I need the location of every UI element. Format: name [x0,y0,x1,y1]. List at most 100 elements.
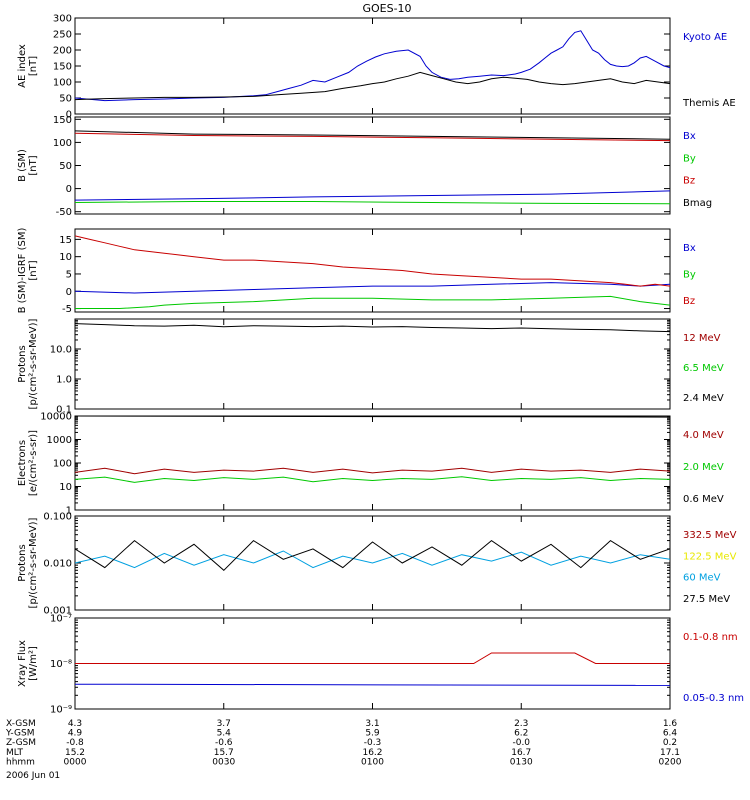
legend-entry: 6.5 MeV [683,363,724,374]
y-tick-label: 5 [66,269,72,280]
y-tick-label: 50 [59,161,72,172]
x-axis-value: 15.2 [65,748,85,758]
panel-electrons: 1 10 100 1000 10000 Electrons [e/(cm²-s-sr)] 4.… [17,412,724,517]
series-line-60-mev [75,550,670,569]
legend-entry: Bmag [683,198,712,209]
y-tick-label: 10.0 [50,345,72,356]
x-axis-value: 17.1 [660,748,680,758]
figure-title: GOES-10 [362,2,411,15]
x-axis-row-label: hhmm [6,757,35,767]
panel-frame [74,415,671,511]
y-axis-label: Electrons [17,440,28,486]
x-axis-value: 0030 [212,757,235,767]
panel-bdiff: -5 0 5 10 15 B (SM)-IGRF (SM) [nT] Bx By Bz [17,228,696,316]
legend-entry: Bz [683,176,695,187]
legend-entry: 60 MeV [683,573,721,584]
legend-entry: Bx [683,243,696,254]
series-line-themis-ae [75,71,670,101]
y-tick-label: 1.0 [56,375,72,386]
y-axis-label: B (SM) [17,149,28,182]
legend-entry: By [683,270,696,281]
panel-ae: 0 50 100 150 200 250 300 AE index [nT] Kyoto AE Th… [17,14,736,121]
series-line-0-6-mev [75,416,670,418]
x-axis-value: 0130 [510,757,533,767]
legend-entry: 2.0 MeV [683,462,724,473]
y-axis-label: Protons [17,544,28,581]
x-axis-value: -0.6 [215,738,233,748]
y-tick-label: 0.001 [43,606,72,617]
y-tick-label: 100 [53,459,72,470]
x-axis-value: -0.0 [512,738,530,748]
legend-entry: 0.6 MeV [683,494,724,505]
y-tick-label: 0 [66,287,72,298]
series-line-bz [75,235,670,287]
y-tick-label: 1 [66,506,72,517]
y-tick-label: 300 [53,14,72,25]
series-line-27-5-mev [75,539,670,571]
panel-frame [74,17,671,115]
y-axis-label: Xray Flux [17,640,28,687]
y-axis-label: [e/(cm²-s-sr)] [28,430,39,496]
y-tick-label: 10⁻⁷ [50,614,72,625]
y-tick-label: 10000 [40,412,72,423]
y-tick-label: 0.1 [56,405,72,416]
series-line-bx [75,190,670,201]
panel-frame [74,228,671,313]
legend-entry: 332.5 MeV [683,530,737,541]
y-tick-label: 0 [66,110,72,121]
x-axis-value: 6.4 [663,729,678,739]
x-axis-value: -0.3 [364,738,382,748]
x-axis-value: 0200 [659,757,682,767]
legend-entry: Bx [683,131,696,142]
x-axis-value: 3.7 [217,719,231,729]
x-axis-value: 1.6 [663,719,678,729]
series-line-kyoto-ae [75,30,670,102]
x-axis-value: 16.7 [511,748,531,758]
y-tick-label: 0.100 [43,512,72,523]
series-line-by [75,295,670,309]
x-axis-value: 5.9 [365,729,380,739]
legend-entry: Bz [683,296,695,307]
y-tick-label: 10 [59,482,72,493]
y-tick-label: 0.010 [43,559,72,570]
y-tick-label: -5 [62,304,72,315]
x-axis-value: 6.2 [514,729,528,739]
y-tick-label: 15 [59,235,72,246]
y-axis-label: Protons [17,345,28,382]
series-line-2-0-mev [75,476,670,483]
y-axis-label: [p/(cm²-s-sr-MeV)] [28,517,39,608]
y-tick-label: 50 [59,94,72,105]
y-tick-label: 100 [53,138,72,149]
x-axis-row-label: Z-GSM [6,738,36,748]
y-tick-label: 150 [53,115,72,126]
series-line-0-1-0-8-nm [75,652,670,664]
y-tick-label: 100 [53,78,72,89]
legend-entry: Themis AE [682,98,736,109]
y-tick-label: 250 [53,30,72,41]
panel-bsm: -50 0 50 100 150 B (SM) [nT] Bx By Bz Bmag [17,115,712,218]
y-tick-label: -50 [56,207,72,218]
x-axis-value: 3.1 [365,719,379,729]
y-axis-label: [nT] [28,56,39,76]
x-axis-row-label: X-GSM [6,719,36,729]
x-axis-value: 0.2 [663,738,677,748]
legend-entry: 4.0 MeV [683,430,724,441]
x-axis-value: 4.9 [68,729,83,739]
y-tick-label: 0 [66,184,72,195]
x-axis-value: 0000 [64,757,87,767]
legend-entry: 27.5 MeV [683,594,730,605]
panel-protons_high: 0.001 0.010 0.100 Protons [p/(cm²-s-sr-MeV)]… [17,512,737,617]
panel-frame [74,318,671,410]
series-line-4-0-mev [75,467,670,475]
panel-protons_low: 0.1 1.0 10.0 Protons [p/(cm²-s-sr-MeV)] 12 Me… [17,318,724,416]
x-axis-value: 2.3 [514,719,528,729]
y-axis-label: [nT] [28,260,39,280]
x-axis-table: X-GSM 4.3 3.7 3.1 2.3 1.6 Y-GSM 4.9 5.4 5.9 6.2 6.4… [5,719,682,767]
series-line-bz [75,132,670,142]
y-axis-label: AE index [17,44,28,88]
legend-entry: Kyoto AE [683,32,727,43]
x-axis-value: 4.3 [68,719,82,729]
legend-entry: 0.05-0.3 nm [683,693,744,704]
